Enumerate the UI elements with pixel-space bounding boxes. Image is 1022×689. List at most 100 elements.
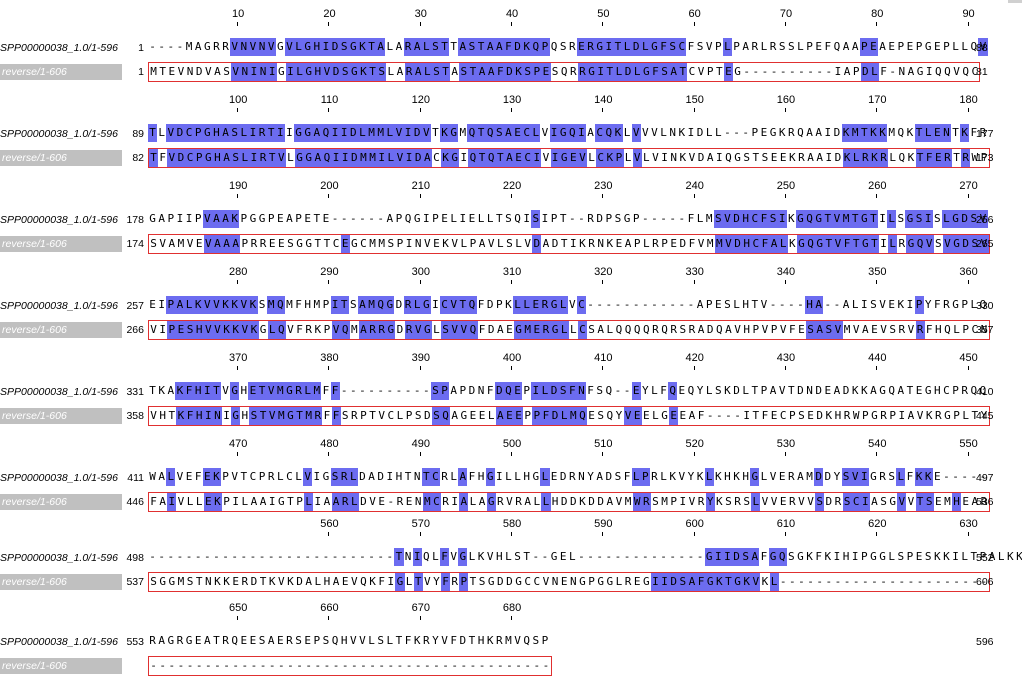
sequence-row-reverse[interactable]: reverse/1-606 266 V I P E S H V V K K V K G L Q V F R K P V Q M A… bbox=[0, 320, 1022, 340]
residue: V bbox=[203, 321, 213, 339]
residue: I bbox=[923, 210, 933, 228]
sequence-name-label[interactable]: reverse/1-606 bbox=[0, 494, 122, 510]
sequence-name-label[interactable]: SPP00000038_1.0/1-596 bbox=[0, 636, 118, 648]
residue: L bbox=[386, 634, 394, 647]
sequence-name-label[interactable]: reverse/1-606 bbox=[0, 574, 122, 590]
sequence-row-reverse[interactable]: reverse/1-606 - - - - - - - - - - - - - - - - - - - - - - - - - - -… bbox=[0, 656, 1022, 676]
sequence-name-label[interactable]: reverse/1-606 bbox=[0, 64, 122, 80]
residue: D bbox=[176, 149, 186, 167]
sequence-name-label[interactable]: SPP00000038_1.0/1-596 bbox=[0, 300, 118, 312]
residue: M bbox=[706, 237, 714, 250]
residue: T bbox=[259, 575, 267, 588]
residue: V bbox=[770, 495, 778, 508]
sequence-name-label[interactable]: SPP00000038_1.0/1-596 bbox=[0, 128, 118, 140]
residue: I bbox=[249, 149, 259, 167]
sequence-row-query[interactable]: SPP00000038_1.0/1-596 498- - - - - - - - - - - - - - - -… bbox=[0, 548, 1022, 568]
end-position: 536 bbox=[976, 496, 994, 508]
sequence-row-reverse[interactable]: reverse/1-606 537 S G G M S T N K K E R D T K V K D A L H A E V Q… bbox=[0, 572, 1022, 592]
residue: I bbox=[285, 63, 295, 81]
residue: E bbox=[715, 298, 722, 311]
residue: A bbox=[221, 210, 231, 228]
sequence-row-query[interactable]: SPP00000038_1.0/1-596 178 G A P I I P V A A K P G G P E A… bbox=[0, 210, 1022, 230]
sequence-name-label[interactable]: SPP00000038_1.0/1-596 bbox=[0, 472, 118, 484]
residue: F bbox=[687, 212, 695, 225]
residue: V bbox=[506, 495, 513, 508]
ruler-tick-label: 600 bbox=[680, 518, 710, 536]
residue: - bbox=[743, 65, 750, 78]
sequence-row-reverse[interactable]: reverse/1-606 446 F A I V L L E K P I L A A I G T P L I A A R L D… bbox=[0, 492, 1022, 512]
residue: R bbox=[688, 323, 696, 336]
sequence-name-label[interactable]: reverse/1-606 bbox=[0, 658, 122, 674]
residue: - bbox=[660, 550, 667, 563]
residue: P bbox=[661, 237, 668, 250]
sequence-row-reverse[interactable]: reverse/1-606 174 S V A M V E V A A A P R R E E S G G T T C E G C… bbox=[0, 234, 1022, 254]
residue: E bbox=[340, 235, 350, 253]
residue: D bbox=[961, 235, 971, 253]
residue: L bbox=[558, 296, 568, 314]
residue: K bbox=[868, 124, 878, 142]
residue: A bbox=[451, 409, 458, 422]
residue: C bbox=[851, 493, 861, 511]
sequence-residues[interactable]: ----------------------------------------… bbox=[148, 656, 552, 676]
sequence-row-reverse[interactable]: reverse/1-606 1 M T E V N D V A S V N I N I G I L G H V D S G K T S… bbox=[0, 62, 1022, 82]
residue: - bbox=[249, 550, 257, 563]
residue: I bbox=[159, 323, 166, 336]
residue: - bbox=[642, 212, 649, 225]
sequence-row-query[interactable]: SPP00000038_1.0/1-596 257 E I P A L K V V K K V K S M Q M… bbox=[0, 296, 1022, 316]
sequence-name-label[interactable]: SPP00000038_1.0/1-596 bbox=[0, 42, 118, 54]
residue: D bbox=[815, 384, 822, 397]
residue: T bbox=[168, 409, 176, 422]
residue: L bbox=[640, 38, 650, 56]
residue: Q bbox=[944, 65, 951, 78]
residue: R bbox=[570, 65, 577, 78]
sequence-row-query[interactable]: SPP00000038_1.0/1-596 89 T L V D C P G H A S L I R T I I G… bbox=[0, 124, 1022, 144]
residue: S bbox=[824, 321, 834, 339]
sequence-name-label[interactable]: SPP00000038_1.0/1-596 bbox=[0, 386, 118, 398]
sequence-row-query[interactable]: SPP00000038_1.0/1-596 331 T K A K F H I T V G H E T V M G… bbox=[0, 382, 1022, 402]
sequence-row-reverse[interactable]: reverse/1-606 82 T F V D C P G H A S L I R T V L G G A Q I I D M M… bbox=[0, 148, 1022, 168]
residue: A bbox=[168, 237, 176, 250]
residue: D bbox=[697, 151, 705, 164]
residue: E bbox=[888, 40, 895, 53]
residue: L bbox=[533, 495, 541, 508]
residue: K bbox=[897, 298, 905, 311]
residue: S bbox=[969, 210, 979, 228]
sequence-row-query[interactable]: SPP00000038_1.0/1-596 1- - - - M A G R R V N V N V G V L G… bbox=[0, 38, 1022, 58]
residue: L bbox=[386, 40, 394, 53]
residue: Q bbox=[376, 296, 386, 314]
residue: - bbox=[341, 659, 349, 672]
residue: L bbox=[505, 550, 512, 563]
residue: - bbox=[596, 550, 603, 563]
residue: H bbox=[241, 409, 249, 422]
ruler-tick-label: 660 bbox=[314, 602, 344, 620]
sequence-name-label[interactable]: reverse/1-606 bbox=[0, 236, 122, 252]
residue: M bbox=[312, 382, 322, 400]
sequence-name-label[interactable]: reverse/1-606 bbox=[0, 322, 122, 338]
sequence-row-query[interactable]: SPP00000038_1.0/1-596 553 R A G R G E A T R Q E E S A E R… bbox=[0, 632, 1022, 652]
sequence-row-query[interactable]: SPP00000038_1.0/1-596 411 W A L V E F E K P V T C P R L C… bbox=[0, 468, 1022, 488]
residue: F bbox=[659, 38, 669, 56]
sequence-row-reverse[interactable]: reverse/1-606 358 V H T K F H I N I G H S T V M G T M R F F S R P… bbox=[0, 406, 1022, 426]
residue: S bbox=[715, 384, 722, 397]
sequence-name-label[interactable]: SPP00000038_1.0/1-596 bbox=[0, 552, 118, 564]
residue: D bbox=[486, 298, 494, 311]
sequence-name-label[interactable]: reverse/1-606 bbox=[0, 408, 122, 424]
residue: P bbox=[459, 573, 469, 591]
sequence-name-label[interactable]: SPP00000038_1.0/1-596 bbox=[0, 214, 118, 226]
sequence-name-label[interactable]: reverse/1-606 bbox=[0, 150, 122, 166]
